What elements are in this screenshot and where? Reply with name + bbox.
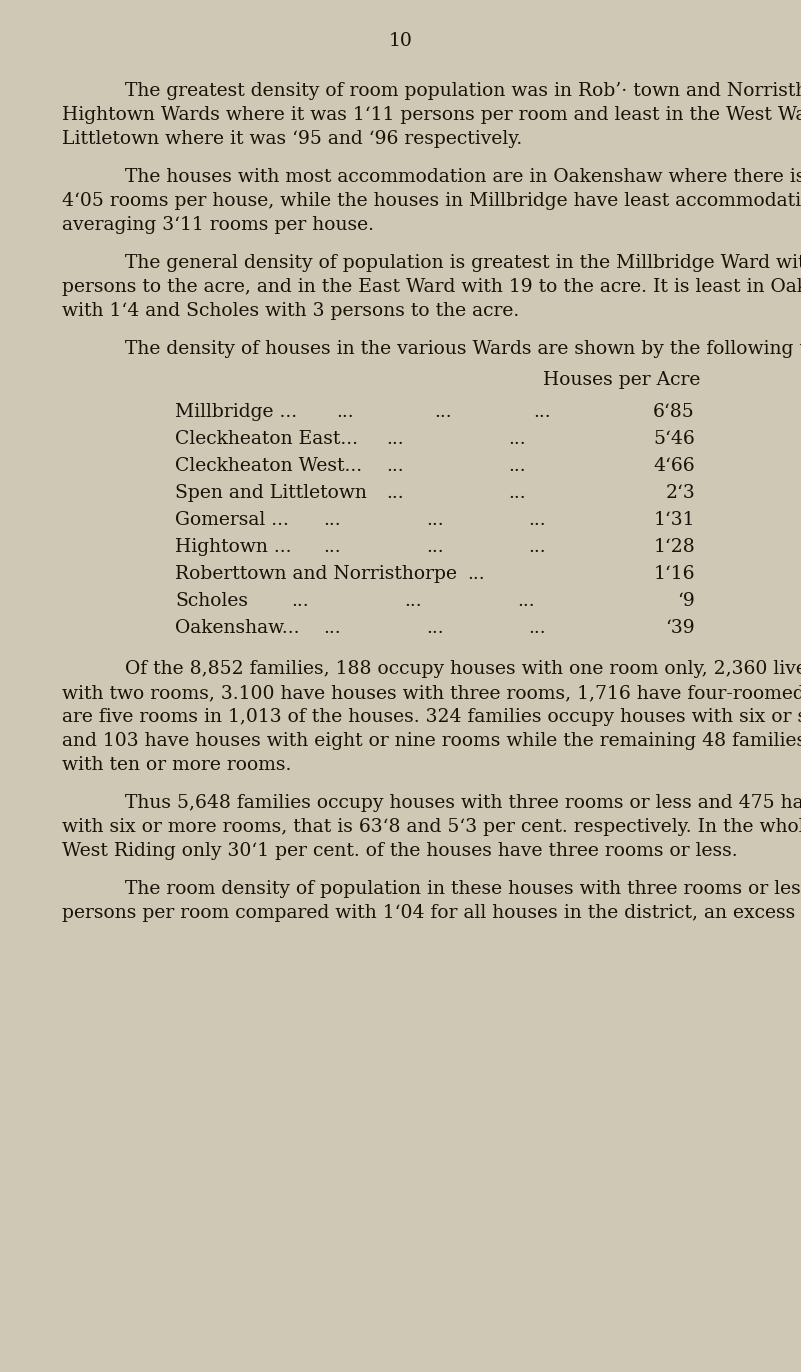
Text: ...: ... xyxy=(467,565,485,583)
Text: The room density of population in these houses with three rooms or less is 1‘29: The room density of population in these … xyxy=(125,879,801,899)
Text: ...: ... xyxy=(426,538,444,556)
Text: ...: ... xyxy=(336,403,354,421)
Text: 4‘05 rooms per house, while the houses in Millbridge have least accommodation on: 4‘05 rooms per house, while the houses i… xyxy=(62,192,801,210)
Text: Millbridge ...: Millbridge ... xyxy=(175,403,297,421)
Text: 1‘31: 1‘31 xyxy=(654,510,695,530)
Text: ...: ... xyxy=(324,538,341,556)
Text: averaging 3‘11 rooms per house.: averaging 3‘11 rooms per house. xyxy=(62,215,374,235)
Text: ...: ... xyxy=(509,457,526,475)
Text: with ten or more rooms.: with ten or more rooms. xyxy=(62,756,292,774)
Text: Littletown where it was ‘95 and ‘96 respectively.: Littletown where it was ‘95 and ‘96 resp… xyxy=(62,130,522,148)
Text: ...: ... xyxy=(405,591,422,611)
Text: ...: ... xyxy=(529,510,546,530)
Text: 6‘85: 6‘85 xyxy=(654,403,695,421)
Text: ...: ... xyxy=(291,591,308,611)
Text: Houses per Acre: Houses per Acre xyxy=(542,370,700,390)
Text: 1‘16: 1‘16 xyxy=(654,565,695,583)
Text: ...: ... xyxy=(386,484,404,502)
Text: 5‘46: 5‘46 xyxy=(654,429,695,449)
Text: ...: ... xyxy=(509,429,526,449)
Text: ‘9: ‘9 xyxy=(678,591,695,611)
Text: with two rooms, 3.100 have houses with three rooms, 1,716 have four-roomed house: with two rooms, 3.100 have houses with t… xyxy=(62,685,801,702)
Text: 10: 10 xyxy=(388,32,413,49)
Text: ...: ... xyxy=(529,538,546,556)
Text: The greatest density of room population was in Rob’· town and Norristhorpe and: The greatest density of room population … xyxy=(125,82,801,100)
Text: Roberttown and Norristhorpe: Roberttown and Norristhorpe xyxy=(175,565,457,583)
Text: ...: ... xyxy=(533,403,550,421)
Text: with six or more rooms, that is 63‘8 and 5‘3 per cent. respectively. In the whol: with six or more rooms, that is 63‘8 and… xyxy=(62,818,801,836)
Text: with 1‘4 and Scholes with 3 persons to the acre.: with 1‘4 and Scholes with 3 persons to t… xyxy=(62,302,519,320)
Text: Spen and Littletown: Spen and Littletown xyxy=(175,484,367,502)
Text: and 103 have houses with eight or nine rooms while the remaining 48 families occ: and 103 have houses with eight or nine r… xyxy=(62,733,801,750)
Text: ...: ... xyxy=(324,510,341,530)
Text: The houses with most accommodation are in Oakenshaw where there is an average of: The houses with most accommodation are i… xyxy=(125,167,801,187)
Text: Cleckheaton West...: Cleckheaton West... xyxy=(175,457,362,475)
Text: Oakenshaw...: Oakenshaw... xyxy=(175,619,300,637)
Text: ...: ... xyxy=(434,403,452,421)
Text: The general density of population is greatest in the Millbridge Ward with 23‘5: The general density of population is gre… xyxy=(125,254,801,272)
Text: ...: ... xyxy=(509,484,526,502)
Text: Thus 5,648 families occupy houses with three rooms or less and 475 have houses: Thus 5,648 families occupy houses with t… xyxy=(125,794,801,812)
Text: 4‘66: 4‘66 xyxy=(654,457,695,475)
Text: 2‘3: 2‘3 xyxy=(666,484,695,502)
Text: persons per room compared with 1‘04 for all houses in the district, an excess of: persons per room compared with 1‘04 for … xyxy=(62,904,801,922)
Text: ...: ... xyxy=(529,619,546,637)
Text: ...: ... xyxy=(517,591,535,611)
Text: ‘39: ‘39 xyxy=(666,619,695,637)
Text: Hightown Wards where it was 1‘11 persons per room and least in the West Ward and: Hightown Wards where it was 1‘11 persons… xyxy=(62,106,801,123)
Text: ...: ... xyxy=(386,429,404,449)
Text: are five rooms in 1,013 of the houses. 324 families occupy houses with six or se: are five rooms in 1,013 of the houses. 3… xyxy=(62,708,801,726)
Text: Cleckheaton East...: Cleckheaton East... xyxy=(175,429,358,449)
Text: Of the 8,852 families, 188 occupy houses with one room only, 2,360 live in house: Of the 8,852 families, 188 occupy houses… xyxy=(125,660,801,678)
Text: persons to the acre, and in the East Ward with 19 to the acre. It is least in Oa: persons to the acre, and in the East War… xyxy=(62,279,801,296)
Text: 1‘28: 1‘28 xyxy=(654,538,695,556)
Text: West Riding only 30‘1 per cent. of the houses have three rooms or less.: West Riding only 30‘1 per cent. of the h… xyxy=(62,842,738,860)
Text: ...: ... xyxy=(426,510,444,530)
Text: Scholes: Scholes xyxy=(175,591,248,611)
Text: ...: ... xyxy=(386,457,404,475)
Text: ...: ... xyxy=(426,619,444,637)
Text: The density of houses in the various Wards are shown by the following table :: The density of houses in the various War… xyxy=(125,340,801,358)
Text: Gomersal ...: Gomersal ... xyxy=(175,510,289,530)
Text: ...: ... xyxy=(324,619,341,637)
Text: Hightown ...: Hightown ... xyxy=(175,538,292,556)
